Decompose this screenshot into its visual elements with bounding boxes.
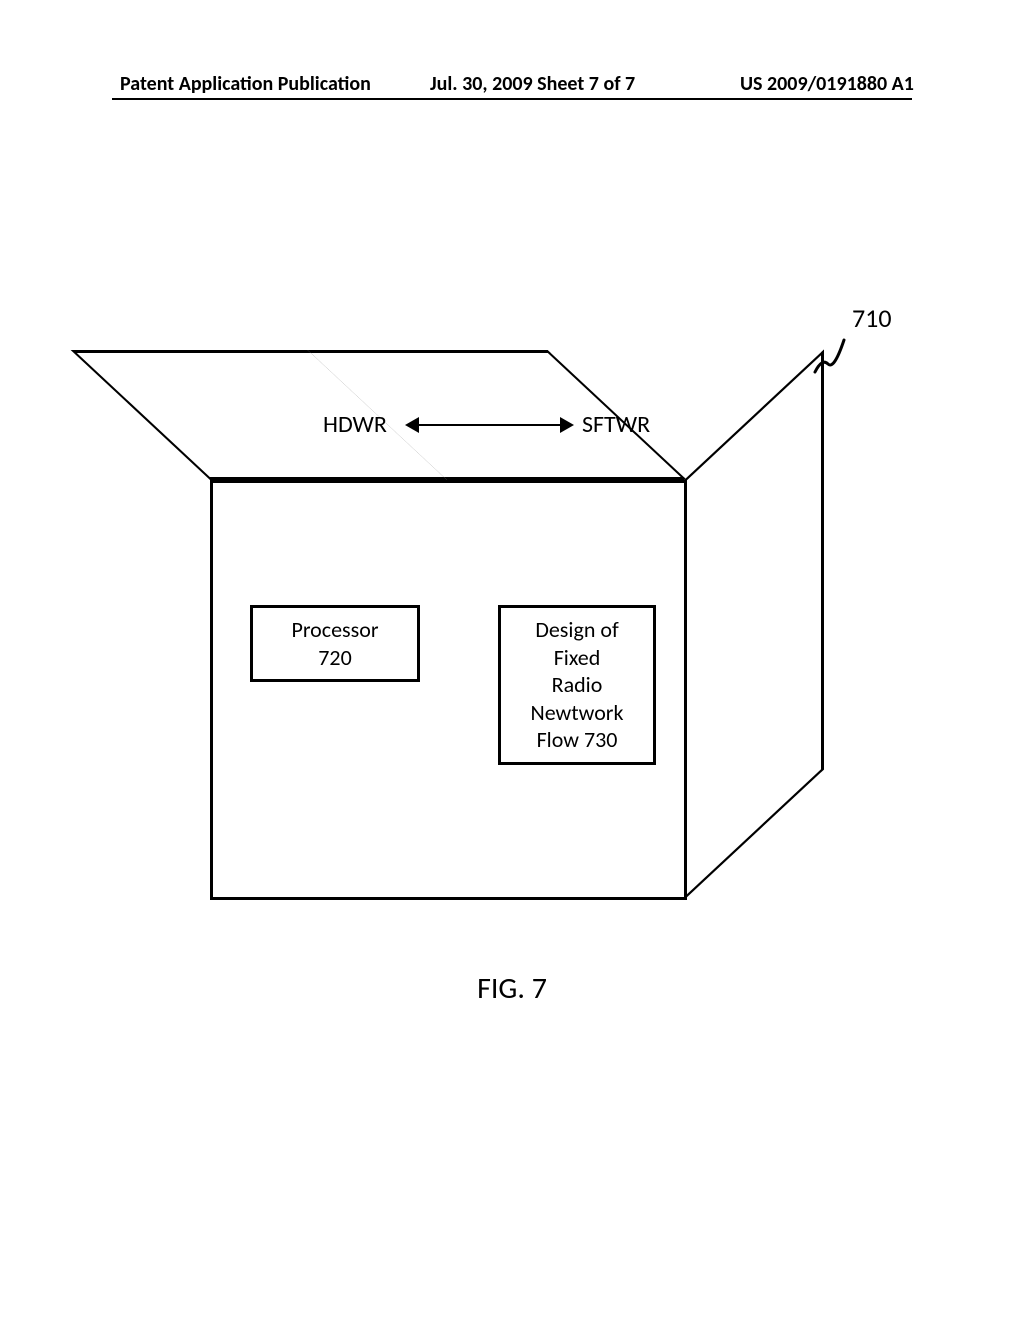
flow-line5: Flow 730 xyxy=(507,726,647,754)
header-rule xyxy=(112,98,912,100)
design-flow-box: Design of Fixed Radio Newtwork Flow 730 xyxy=(498,605,656,765)
box-side-face xyxy=(684,349,824,900)
hdwr-label: HDWR xyxy=(323,410,387,439)
double-arrow-icon xyxy=(407,424,572,426)
flow-line3: Radio xyxy=(507,671,647,699)
flow-line2: Fixed xyxy=(507,644,647,672)
sftwr-label: SFTWR xyxy=(582,410,650,439)
header-mid-text: Jul. 30, 2009 Sheet 7 of 7 xyxy=(430,72,635,96)
header-right-text: US 2009/0191880 A1 xyxy=(740,72,914,96)
processor-box: Processor 720 xyxy=(250,605,420,682)
ref-number-710: 710 xyxy=(852,302,892,334)
box-front-left-face xyxy=(210,480,450,900)
flow-line1: Design of xyxy=(507,616,647,644)
processor-label-line1: Processor xyxy=(259,616,411,644)
flow-line4: Newtwork xyxy=(507,699,647,727)
figure-caption: FIG. 7 xyxy=(0,970,1024,1007)
processor-label-line2: 720 xyxy=(259,644,411,672)
header-left-text: Patent Application Publication xyxy=(120,72,371,96)
figure-7-diagram: HDWR SFTWR Processor 720 Design of Fixed… xyxy=(210,350,850,910)
ref-squiggle-icon xyxy=(810,330,860,380)
